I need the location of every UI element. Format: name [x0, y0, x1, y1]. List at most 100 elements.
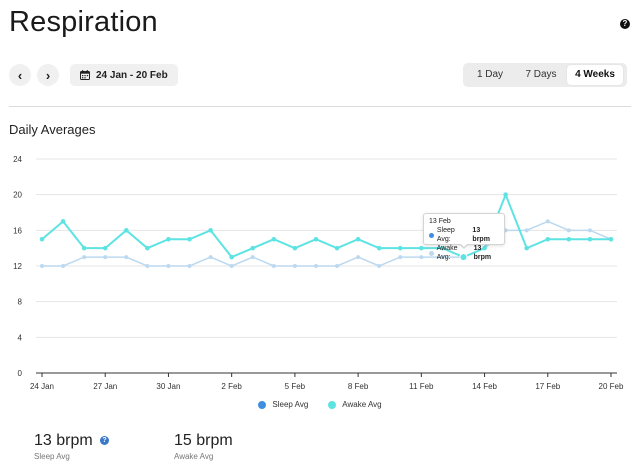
chart-tooltip: 13 Feb Sleep Avg: 13 brpm Awake Avg: 13 br… — [423, 213, 505, 261]
awake-avg-point — [355, 236, 361, 242]
tooltip-sleep-dot — [429, 232, 434, 238]
awake-avg-point — [145, 245, 150, 251]
sleep-avg-point — [103, 255, 108, 260]
range-selector: 1 Day 7 Days 4 Weeks — [463, 63, 627, 87]
awake-avg-point — [102, 245, 108, 251]
sleep-avg-point — [124, 255, 129, 260]
x-tick-label: 8 Feb — [348, 382, 369, 391]
tooltip-awake-label: Awake Avg: — [436, 245, 458, 261]
x-tick-label: 30 Jan — [156, 382, 180, 391]
awake-avg-point — [81, 245, 87, 251]
x-tick-label: 2 Feb — [221, 382, 242, 391]
awake-avg-point — [608, 236, 614, 242]
awake-avg-point — [292, 245, 298, 251]
range-7-days[interactable]: 7 Days — [525, 69, 557, 80]
awake-avg-point — [524, 245, 530, 251]
sleep-avg-point — [398, 255, 403, 260]
sleep-avg-line — [42, 220, 612, 267]
sleep-avg-point — [524, 228, 529, 233]
awake-avg-point — [229, 254, 234, 260]
sleep-avg-point — [377, 264, 382, 268]
sleep-avg-point — [356, 255, 361, 260]
sleep-avg-point — [82, 255, 87, 260]
date-range-label: 24 Jan - 20 Feb — [96, 69, 168, 81]
awake-avg-point — [482, 245, 487, 251]
range-4-weeks[interactable]: 4 Weeks — [567, 65, 623, 85]
sleep-avg-point — [271, 264, 276, 268]
sleep-avg-point — [335, 264, 340, 268]
tooltip-awake-dot — [429, 250, 434, 256]
awake-avg-label: Awake Avg — [174, 452, 214, 461]
y-tick-label: 16 — [13, 226, 22, 235]
awake-avg-point — [587, 236, 593, 242]
sleep-avg-point — [145, 264, 150, 268]
legend-sleep-swatch — [258, 400, 267, 409]
sleep-avg-point — [419, 255, 424, 260]
sleep-avg-label: Sleep Avg — [34, 452, 70, 461]
chart-legend: Sleep Avg Awake Avg — [0, 400, 640, 409]
tooltip-arrow-fill — [460, 243, 468, 247]
awake-avg-point — [208, 228, 213, 233]
y-tick-label: 4 — [18, 333, 23, 342]
question-circle-icon[interactable]: ? — [100, 436, 109, 445]
question-circle-icon[interactable]: ? — [620, 19, 630, 29]
awake-avg-point — [123, 228, 129, 233]
sleep-avg-point — [187, 264, 192, 268]
awake-avg-value: 15 brpm — [174, 432, 233, 449]
awake-avg-point — [334, 245, 340, 251]
sleep-avg-point — [40, 264, 44, 268]
x-tick-label: 20 Feb — [599, 382, 624, 391]
tooltip-sleep-value: 13 brpm — [472, 227, 490, 243]
sleep-avg-point — [545, 219, 550, 224]
chevron-left-icon: ‹ — [17, 67, 23, 83]
sleep-avg-value: 13 brpm — [34, 432, 93, 449]
legend-awake[interactable]: Awake Avg — [328, 400, 382, 409]
legend-sleep[interactable]: Sleep Avg — [258, 400, 308, 409]
y-tick-label: 8 — [18, 298, 23, 307]
calendar-icon — [80, 70, 90, 80]
x-tick-label: 17 Feb — [535, 382, 560, 391]
x-tick-label: 24 Jan — [30, 382, 54, 391]
sleep-avg-point — [313, 264, 318, 268]
awake-avg-point — [271, 236, 277, 242]
prev-button[interactable]: ‹ — [9, 64, 31, 86]
sleep-avg-point — [587, 228, 592, 233]
awake-avg-line — [41, 191, 611, 259]
section-title: Daily Averages — [9, 122, 96, 137]
sleep-avg-point — [61, 264, 66, 268]
sleep-avg-point — [166, 264, 171, 268]
awake-avg-point — [397, 245, 403, 251]
awake-avg-point — [187, 236, 192, 242]
tooltip-sleep-label: Sleep Avg: — [436, 227, 455, 243]
page-title: Respiration — [9, 6, 158, 38]
awake-avg-point — [545, 236, 551, 242]
legend-awake-swatch — [328, 400, 337, 409]
awake-avg-point — [503, 192, 508, 197]
awake-avg-point — [313, 236, 319, 242]
awake-avg-point — [39, 236, 45, 242]
awake-avg-point — [566, 236, 572, 242]
tooltip-date: 13 Feb — [429, 218, 451, 225]
awake-avg-point — [60, 219, 66, 224]
chevron-right-icon: › — [45, 67, 51, 83]
date-range-button[interactable]: 24 Jan - 20 Feb — [70, 64, 178, 86]
awake-avg-point — [419, 245, 424, 251]
legend-sleep-label: Sleep Avg — [272, 400, 309, 409]
next-button[interactable]: › — [37, 64, 59, 86]
x-tick-label: 5 Feb — [285, 382, 306, 391]
awake-avg-point — [440, 245, 445, 251]
x-tick-label: 27 Jan — [93, 382, 117, 391]
sleep-avg-point — [208, 255, 213, 260]
awake-avg-point — [376, 245, 382, 251]
y-tick-label: 20 — [13, 191, 22, 200]
y-tick-label: 24 — [13, 155, 22, 164]
legend-awake-label: Awake Avg — [342, 400, 382, 409]
range-1-day[interactable]: 1 Day — [476, 69, 504, 80]
y-tick-label: 0 — [18, 369, 23, 378]
tooltip-awake-value: 13 brpm — [473, 245, 492, 261]
respiration-chart: 0 4 8 12 16 20 24 24 Jan 27 Jan 30 Jan 2 Feb 5 Feb 8… — [13, 155, 624, 391]
awake-avg-point — [250, 245, 256, 251]
sleep-avg-point — [566, 228, 571, 233]
sleep-avg-point — [440, 255, 445, 260]
tooltip-marker — [459, 253, 468, 262]
